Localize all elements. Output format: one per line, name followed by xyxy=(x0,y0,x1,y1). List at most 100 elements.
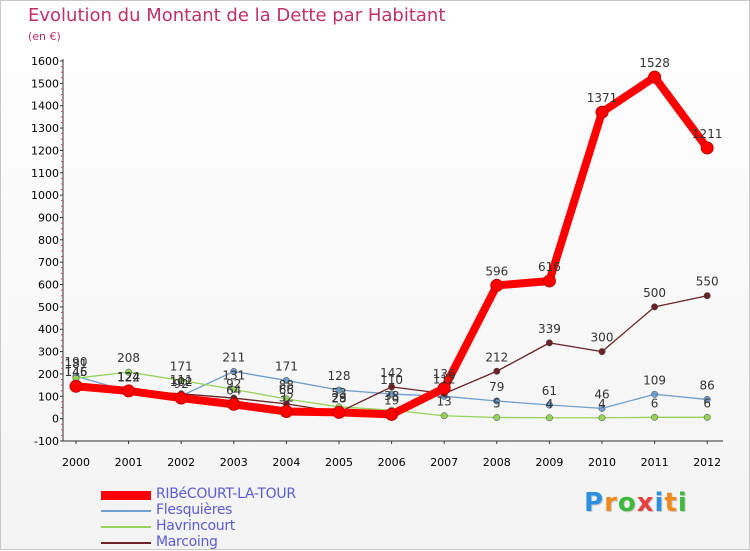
y-axis-unit: (en €) xyxy=(28,30,61,43)
data-label: 136 xyxy=(433,367,456,381)
logo-letter: o xyxy=(617,488,637,518)
y-tick-label: 500 xyxy=(38,301,59,314)
x-tick-label: 2007 xyxy=(430,456,458,469)
data-label: 171 xyxy=(275,359,298,373)
data-point xyxy=(125,368,133,376)
data-point xyxy=(279,404,293,418)
data-label: 208 xyxy=(117,351,140,365)
x-tick-label: 2000 xyxy=(62,456,90,469)
y-tick-label: 700 xyxy=(38,256,59,269)
y-tick-label: 1400 xyxy=(31,100,59,113)
data-label: 38 xyxy=(384,389,399,403)
x-tick-label: 2009 xyxy=(535,456,563,469)
legend-label: Havrincourt xyxy=(156,518,235,534)
data-point xyxy=(545,414,553,422)
x-tick-label: 2003 xyxy=(220,456,248,469)
data-point xyxy=(703,413,711,421)
chart-title: Evolution du Montant de la Dette par Hab… xyxy=(28,5,446,26)
data-point xyxy=(493,397,501,405)
y-tick-label: 600 xyxy=(38,279,59,292)
proxiti-logo: Proxiti xyxy=(584,488,688,518)
data-label: 500 xyxy=(643,286,666,300)
data-label: 28 xyxy=(331,391,346,405)
legend-label: RIBéCOURT-LA-TOUR xyxy=(156,486,296,502)
x-tick-label: 2006 xyxy=(378,456,406,469)
x-tick-label: 2004 xyxy=(272,456,300,469)
data-label: 46 xyxy=(594,387,609,401)
data-label: 88 xyxy=(279,378,294,392)
data-label: 13 xyxy=(437,395,452,409)
data-point xyxy=(437,381,451,395)
y-tick-label: 900 xyxy=(38,211,59,224)
data-point xyxy=(230,385,238,393)
data-label: 111 xyxy=(170,373,193,387)
legend-swatch xyxy=(101,491,151,500)
data-point xyxy=(227,397,241,411)
data-label: 109 xyxy=(643,373,666,387)
data-label: 61 xyxy=(542,384,557,398)
data-label: 181 xyxy=(65,357,88,371)
x-tick-label: 2001 xyxy=(115,456,143,469)
data-point xyxy=(651,390,659,398)
data-label: 66 xyxy=(279,383,294,397)
data-label: 142 xyxy=(380,366,403,380)
data-label: 596 xyxy=(485,264,508,278)
data-point xyxy=(542,274,556,288)
data-label: 171 xyxy=(170,359,193,373)
x-tick-label: 2010 xyxy=(588,456,616,469)
data-label: 4 xyxy=(546,397,554,411)
legend-label: Marcoing xyxy=(156,534,218,550)
data-label: 53 xyxy=(331,386,346,400)
data-point xyxy=(651,303,659,311)
data-label: 145 xyxy=(65,365,88,379)
y-tick-label: 1100 xyxy=(31,167,59,180)
data-label: 339 xyxy=(538,322,561,336)
data-point xyxy=(651,413,659,421)
data-label: 550 xyxy=(696,275,719,289)
data-label: 131 xyxy=(222,368,245,382)
data-point xyxy=(388,390,396,398)
y-tick-label: 400 xyxy=(38,323,59,336)
data-label: 124 xyxy=(117,370,140,384)
data-point xyxy=(230,368,238,375)
data-label: 211 xyxy=(222,350,245,364)
data-label: 29 xyxy=(331,391,346,405)
x-tick-label: 2005 xyxy=(325,456,353,469)
data-point xyxy=(490,278,504,292)
data-label: 86 xyxy=(700,378,715,392)
data-point xyxy=(69,379,83,393)
data-label: 300 xyxy=(591,331,614,345)
data-label: 616 xyxy=(538,260,561,274)
y-tick-label: 1300 xyxy=(31,122,59,135)
data-point xyxy=(174,391,188,405)
data-point xyxy=(595,105,609,119)
y-tick-label: 800 xyxy=(38,234,59,247)
data-point xyxy=(700,141,714,155)
data-label: 1371 xyxy=(587,91,618,105)
data-label: 1528 xyxy=(639,56,670,70)
data-label: 92 xyxy=(226,377,241,391)
x-tick-label: 2011 xyxy=(641,456,669,469)
y-tick-label: 1600 xyxy=(31,55,59,68)
data-point xyxy=(648,70,662,84)
data-point xyxy=(122,384,136,398)
logo-letter: r xyxy=(604,488,618,518)
legend-label: Flesquières xyxy=(156,502,233,518)
data-label: 128 xyxy=(328,369,351,383)
y-tick-label: 300 xyxy=(38,346,59,359)
data-label: 19 xyxy=(384,393,399,407)
logo-letter: x xyxy=(636,488,655,518)
data-point xyxy=(385,407,399,421)
data-label: 102 xyxy=(170,375,193,389)
data-point xyxy=(388,383,396,391)
data-point xyxy=(335,386,343,394)
data-point xyxy=(332,405,346,419)
y-tick-label: -100 xyxy=(34,435,59,448)
data-point xyxy=(440,412,448,420)
data-label: 212 xyxy=(485,350,508,364)
x-tick-label: 2008 xyxy=(483,456,511,469)
logo-letter: P xyxy=(584,488,605,518)
legend-swatch xyxy=(101,542,151,544)
